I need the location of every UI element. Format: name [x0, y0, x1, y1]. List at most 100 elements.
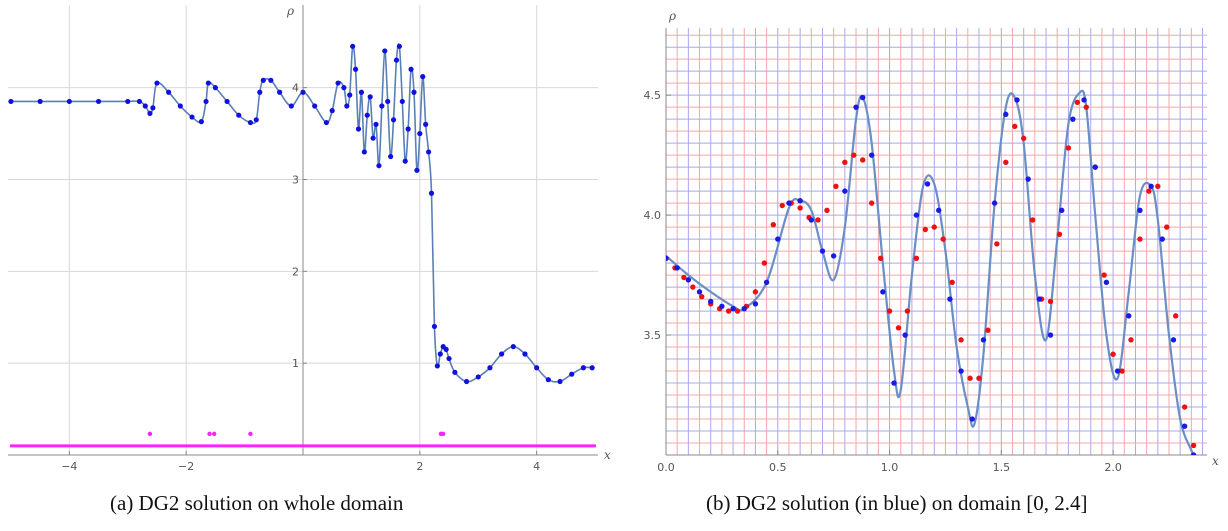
- panel-b-red-point: [1190, 442, 1197, 449]
- panel-a-data-point: [405, 126, 411, 132]
- panel-a-data-point: [545, 377, 551, 383]
- panel-b-red-point: [1083, 104, 1089, 110]
- panel-b-blue-point: [696, 289, 703, 295]
- panel-b-red-point: [1128, 337, 1134, 343]
- panel-b-red-point: [985, 327, 991, 333]
- panel-a-data-point: [268, 77, 274, 83]
- panel-a-data-point: [8, 98, 14, 105]
- panel-a-x-tick-label: 2: [416, 460, 423, 473]
- panel-a-data-point: [361, 149, 367, 155]
- panel-b-reference-line: [666, 89, 1195, 455]
- panel-b-red-point: [1029, 217, 1036, 223]
- panel-a-indicator-point: [440, 431, 446, 437]
- panel-b-red-point: [770, 222, 777, 228]
- panel-b-tick-labels: 0.0 0.5 1.0 1.5 2.0 3.5 4.0 4.5: [644, 89, 1122, 474]
- panel-b-blue-point: [1170, 337, 1177, 343]
- panel-b-red-point: [1012, 123, 1018, 130]
- panel-a-data-point: [420, 74, 426, 80]
- panel-b-red-point: [967, 375, 973, 381]
- panel-a-data-point: [66, 98, 72, 105]
- panel-a-data-point: [385, 98, 391, 105]
- panel-b-red-point: [913, 255, 920, 261]
- panel-b-red-point: [842, 159, 848, 166]
- panel-b-red-point: [1020, 135, 1027, 142]
- panel-b-red-point: [833, 183, 839, 190]
- panel-a-data-point: [411, 89, 417, 95]
- panel-b-blue-point: [902, 332, 908, 338]
- panel-a-data-point: [388, 153, 394, 160]
- panel-b-y-tick-label: 4.0: [644, 209, 662, 222]
- panel-a-data-point: [253, 117, 259, 123]
- panel-a-indicator-point: [147, 431, 153, 437]
- panel-a-data-point: [212, 85, 218, 91]
- panel-a-data-point: [358, 89, 365, 95]
- panel-a-data-point: [125, 98, 131, 105]
- panel-b-blue-point: [1190, 452, 1197, 455]
- panel-b-blue-point: [763, 279, 770, 285]
- panel-b-blue-point: [1070, 116, 1076, 122]
- panel-b-x-tick-label: 1.0: [881, 461, 899, 474]
- panel-b-red-point: [868, 200, 875, 206]
- panel-a-indicator-point: [248, 431, 253, 437]
- panel-a-axes: [8, 5, 598, 456]
- panel-a-x-tick-label: −4: [61, 460, 77, 473]
- panel-b: 0.0 0.5 1.0 1.5 2.0 3.5 4.0 4.5 x ρ: [644, 9, 1220, 474]
- panel-a-data-point: [335, 80, 341, 86]
- panel-b-red-point: [958, 337, 964, 343]
- panel-b-red-point: [1065, 145, 1072, 151]
- panel-b-blue-point: [947, 296, 953, 302]
- panel-b-red-point: [699, 293, 705, 300]
- panel-a-blue-points: [8, 43, 595, 385]
- panel-a-data-point: [288, 103, 294, 109]
- panel-b-blue-point: [1126, 313, 1132, 319]
- panel-a-data-point: [475, 374, 481, 380]
- panel-b-blue-point: [808, 217, 815, 223]
- panel-b-red-point: [1137, 236, 1143, 242]
- panel-b-red-point: [886, 308, 893, 314]
- panel-b-blue-point: [1181, 423, 1188, 429]
- panel-b-red-point: [949, 279, 955, 285]
- panel-a-data-point: [417, 130, 423, 137]
- panel-b-blue-point: [1081, 97, 1087, 103]
- panel-a-data-point: [189, 114, 195, 120]
- panel-b-blue-point: [719, 303, 725, 309]
- panel-a-data-point: [300, 89, 306, 95]
- panel-b-blue-point: [853, 104, 859, 110]
- panel-a-data-point: [205, 80, 211, 86]
- panel-b-blue-point: [1148, 183, 1154, 190]
- panel-b-x-tick-label: 1.5: [993, 461, 1011, 474]
- panel-b-blue-point: [797, 198, 803, 204]
- panel-a-tick-labels: −4 −2 2 4 1 2 3 4: [61, 82, 540, 473]
- panel-b-red-point: [1056, 231, 1063, 238]
- panel-b-blue-point: [819, 248, 826, 254]
- panel-a-data-point: [147, 110, 153, 116]
- panel-b-blue-point: [860, 94, 866, 101]
- panel-b-red-points: [666, 99, 1197, 449]
- panel-a-y-tick-label: 2: [292, 265, 299, 278]
- panel-b-red-point: [761, 260, 768, 266]
- panel-a-data-point: [224, 98, 230, 105]
- panel-a-data-point: [260, 77, 266, 83]
- panel-a-data-point: [236, 112, 242, 118]
- panel-a-y-axis-label: ρ: [286, 4, 294, 18]
- panel-b-blue-point: [936, 207, 942, 214]
- panel-b-red-point: [681, 274, 687, 281]
- figure: −4 −2 2 4 1 2 3 4 x ρ 0.0 0.5 1.0 1.5 2.0 3.5 4.0 4.5 …: [8, 4, 1220, 474]
- panel-a-data-point: [446, 355, 452, 362]
- panel-b-red-point: [922, 226, 929, 233]
- panel-a-data-point: [373, 121, 379, 127]
- panel-b-red-point: [1173, 313, 1179, 319]
- panel-b-blue-point: [666, 255, 669, 261]
- panel-b-blue-point: [775, 236, 781, 242]
- panel-b-blue-point: [842, 188, 848, 194]
- panel-b-blue-point: [1114, 368, 1121, 374]
- panel-b-red-point: [860, 157, 866, 163]
- panel-b-red-point: [1181, 404, 1188, 410]
- panel-b-red-point: [1101, 272, 1107, 278]
- panel-a-data-point: [350, 43, 356, 49]
- panel-a-data-point: [364, 112, 370, 118]
- panel-b-y-axis-label: ρ: [668, 9, 676, 23]
- panel-a-data-point: [423, 121, 429, 127]
- panel-a-data-point: [487, 365, 493, 371]
- panel-a-y-tick-label: 1: [292, 357, 299, 370]
